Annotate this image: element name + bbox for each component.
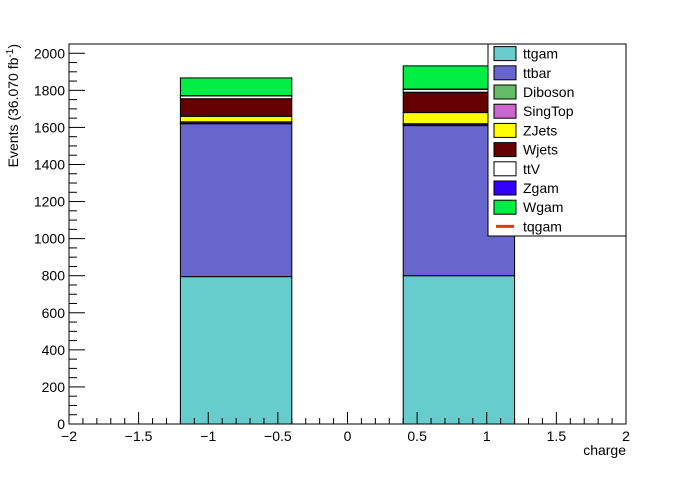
legend-swatch-wjets <box>494 143 516 157</box>
legend-swatch-wgam <box>494 200 516 214</box>
y-tick-label: 2000 <box>34 45 65 61</box>
y-tick-label: 1600 <box>34 119 65 135</box>
y-tick-label: 200 <box>42 379 66 395</box>
x-tick-label: 1 <box>483 428 491 444</box>
y-tick-label: 1800 <box>34 82 65 98</box>
legend-label-zgam: Zgam <box>523 180 559 196</box>
legend-swatch-ttgam <box>494 47 516 61</box>
legend: ttgam ttbar Diboson SingTop ZJets Wjets ttV Zga… <box>488 44 626 236</box>
bar-zjets-bin-1 <box>180 116 291 122</box>
legend-swatch-singtop <box>494 104 516 118</box>
legend-label-ttv: ttV <box>523 161 541 177</box>
x-tick-label: 1.5 <box>547 428 567 444</box>
legend-label-ttbar: ttbar <box>523 65 551 81</box>
y-axis-title-end: ) <box>5 44 21 49</box>
x-tick-label: −1 <box>200 428 216 444</box>
y-axis-title: Events (36.070 fb-1) <box>5 44 22 167</box>
y-tick-label: 800 <box>42 268 66 284</box>
legend-label-ttgam: ttgam <box>523 46 558 62</box>
x-axis-title: charge <box>583 442 626 458</box>
legend-label-wjets: Wjets <box>523 142 558 158</box>
bar-wgam-bin-1 <box>180 78 291 96</box>
bars-layer <box>180 66 514 424</box>
y-axis-title-main: Events (36.070 fb <box>5 57 21 167</box>
bar-ttbar-bin-1 <box>180 124 291 277</box>
x-tick-label: 0 <box>344 428 352 444</box>
legend-swatch-diboson <box>494 85 516 99</box>
bar-wjets-bin-1 <box>180 99 291 117</box>
y-tick-label: 1000 <box>34 231 65 247</box>
legend-label-tqgam: tqgam <box>523 218 562 234</box>
legend-swatch-zgam <box>494 181 516 195</box>
legend-label-diboson: Diboson <box>523 84 574 100</box>
x-tick-label: −1.5 <box>125 428 153 444</box>
y-tick-label: 400 <box>42 342 66 358</box>
legend-swatch-zjets <box>494 123 516 137</box>
x-tick-label: 0.5 <box>407 428 427 444</box>
legend-label-zjets: ZJets <box>523 122 557 138</box>
x-tick-label: −0.5 <box>264 428 292 444</box>
legend-swatch-ttbar <box>494 66 516 80</box>
y-tick-label: 0 <box>57 416 65 432</box>
bar-ttgam-bin-1 <box>180 277 291 424</box>
y-tick-label: 1400 <box>34 156 65 172</box>
legend-label-singtop: SingTop <box>523 103 574 119</box>
bar-ttgam-bin-2 <box>403 276 514 424</box>
y-tick-label: 1200 <box>34 194 65 210</box>
legend-swatch-ttv <box>494 162 516 176</box>
y-tick-label: 600 <box>42 305 66 321</box>
legend-label-wgam: Wgam <box>523 199 563 215</box>
